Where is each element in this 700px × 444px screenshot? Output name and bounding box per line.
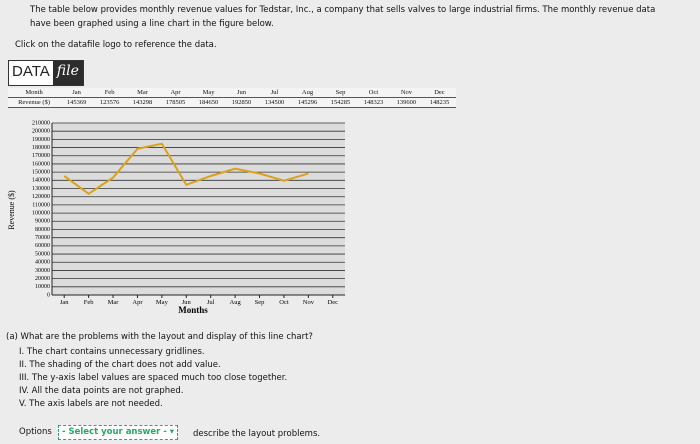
options-label: Options: [19, 427, 52, 437]
options-suffix: describe the layout problems.: [193, 429, 321, 439]
answer-select[interactable]: - Select your answer - ▾: [58, 425, 179, 440]
datafile-logo[interactable]: DATA file: [8, 60, 84, 86]
answer-item: IV. All the data points are not graphed.: [19, 386, 184, 396]
y-tick-label: 210000: [32, 120, 50, 126]
table-cell: Dec: [422, 88, 456, 98]
y-tick-label: 160000: [32, 161, 50, 167]
y-axis-label: Revenue ($): [7, 190, 16, 230]
table-cell: 184650: [192, 97, 226, 108]
x-tick-label: Aug: [230, 299, 242, 306]
plot-area: [52, 123, 345, 295]
table-cell: Feb: [93, 88, 127, 98]
y-tick-label: 110000: [32, 202, 50, 208]
y-tick-label: 170000: [32, 153, 50, 159]
intro-text: The table below provides monthly revenue…: [30, 5, 656, 15]
y-tick-label: 100000: [32, 210, 50, 216]
x-tick-label: Feb: [84, 299, 94, 306]
x-axis-label: Months: [178, 305, 208, 315]
y-tick-label: 200000: [32, 129, 50, 135]
question-text: What are the problems with the layout an…: [20, 332, 313, 342]
y-tick-label: 50000: [35, 251, 50, 257]
table-cell: 143298: [126, 97, 160, 108]
question: (a) What are the problems with the layou…: [6, 332, 313, 342]
x-tick-label: Oct: [279, 299, 289, 306]
select-text: - Select your answer -: [62, 427, 167, 437]
x-tick-label: Jul: [207, 299, 215, 306]
logo-text: file: [52, 61, 83, 85]
y-tick-label: 40000: [35, 260, 50, 266]
answer-item: I. The chart contains unnecessary gridli…: [19, 347, 205, 357]
table-cell: 123576: [93, 97, 127, 108]
y-tick-label: 140000: [32, 178, 50, 184]
table-cell: Nov: [389, 88, 423, 98]
table-row: Revenue ($) 145369 123576 143298 178505 18465…: [8, 97, 456, 108]
table-cell: Oct: [356, 88, 390, 98]
table-cell: 192850: [225, 97, 258, 108]
table-cell: Jul: [258, 88, 291, 98]
answer-item: II. The shading of the chart does not ad…: [19, 360, 221, 370]
y-tick-label: 70000: [35, 235, 50, 241]
table-cell: 145369: [60, 97, 94, 108]
intro-text: have been graphed using a line chart in …: [30, 19, 274, 29]
table-cell: 139600: [389, 97, 423, 108]
table-cell: Jun: [225, 88, 258, 98]
table-cell: May: [192, 88, 226, 98]
chart: Revenue ($) Months 0 10000 20000 30000 40000…: [7, 120, 345, 315]
y-tick-label: 20000: [35, 276, 50, 282]
data-table: Month Jan Feb Mar Apr May Jun Jul Aug Sep Oct Nov De…: [8, 88, 456, 108]
y-tick-label: 60000: [35, 243, 50, 249]
y-tick-label: 10000: [35, 284, 50, 290]
y-tick-label: 180000: [32, 145, 50, 151]
table-cell: Apr: [159, 88, 193, 98]
x-tick-label: Mar: [108, 299, 120, 306]
x-tick-label: Sep: [255, 299, 265, 306]
x-tick-label: Nov: [303, 299, 315, 306]
x-tick-label: Jun: [182, 299, 192, 306]
y-tick-label: 120000: [32, 194, 50, 200]
table-cell: Sep: [323, 88, 357, 98]
table-cell: 154285: [323, 97, 357, 108]
logo-text: DATA: [12, 63, 50, 80]
table-header: Month Jan Feb Mar Apr May Jun Jul Aug Sep Oct Nov De…: [8, 88, 456, 98]
y-tick-label: 0: [47, 292, 50, 298]
table-cell: 145296: [290, 97, 324, 108]
x-tick-label: Dec: [328, 299, 339, 306]
y-tick-label: 90000: [35, 219, 50, 225]
table-cell: Revenue ($): [8, 97, 61, 108]
x-tick-label: May: [156, 299, 169, 306]
answer-item: V. The axis labels are not needed.: [19, 399, 163, 409]
data-line: [63, 142, 309, 196]
table-cell: Jan: [60, 88, 94, 98]
table-cell: 178505: [159, 97, 193, 108]
table-cell: Month: [8, 88, 61, 98]
table-cell: 148323: [356, 97, 390, 108]
y-tick-label: 190000: [32, 137, 50, 143]
x-tick-label: Jan: [60, 299, 69, 306]
table-cell: Aug: [290, 88, 324, 98]
y-tick-label: 130000: [32, 186, 50, 192]
answer-item: III. The y-axis label values are spaced …: [19, 373, 288, 383]
table-cell: 148235: [422, 97, 456, 108]
y-tick-label: 150000: [32, 170, 50, 176]
question-label: (a): [6, 332, 18, 342]
instruction: Click on the datafile logo to reference …: [15, 40, 217, 50]
table-cell: Mar: [126, 88, 160, 98]
y-tick-label: 80000: [35, 227, 50, 233]
table-cell: 134500: [258, 97, 291, 108]
y-tick-label: 30000: [35, 268, 50, 274]
x-tick-label: Apr: [132, 299, 143, 306]
